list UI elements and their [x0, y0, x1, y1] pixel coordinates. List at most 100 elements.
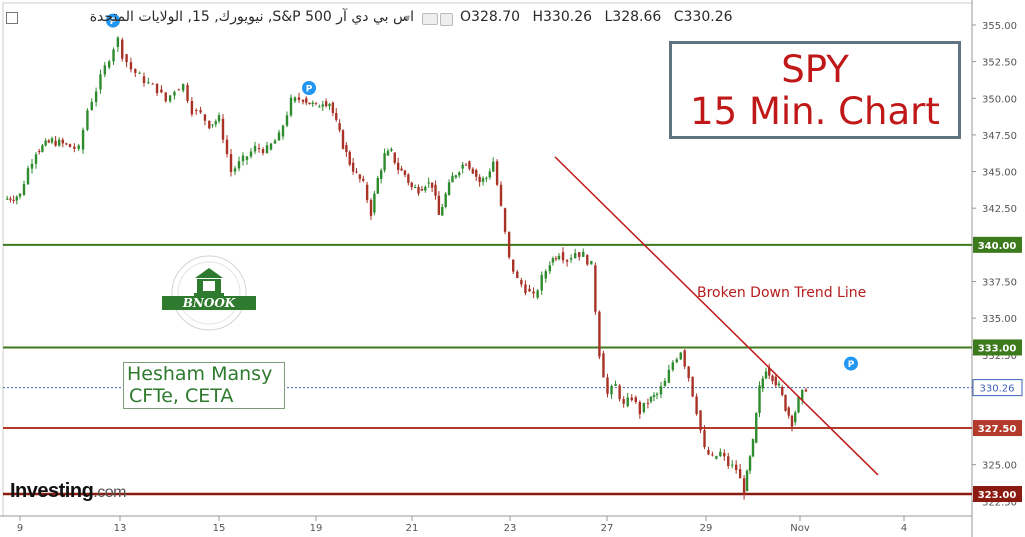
candle-body [734, 464, 738, 471]
candle-body [30, 163, 34, 169]
candle-body [630, 397, 633, 401]
candle-body [221, 118, 225, 140]
y-tick-label: 325.00 [982, 461, 1017, 472]
candle-body [679, 352, 682, 360]
candle-body [520, 280, 523, 285]
candle-body [186, 85, 189, 101]
candle-body [305, 98, 308, 103]
menu-icon[interactable] [6, 12, 18, 24]
candle-body [77, 145, 80, 149]
candle-body [379, 170, 383, 179]
candle-body [138, 72, 141, 74]
low-value: L328.66 [604, 9, 662, 25]
candle-body [173, 91, 176, 96]
candle-body [285, 115, 289, 126]
candle-body [73, 146, 76, 149]
candle-body [475, 170, 478, 177]
candle-body [190, 100, 194, 115]
candle-body [348, 151, 351, 165]
candle-body [155, 83, 159, 94]
spy-ticker: SPY [781, 48, 849, 91]
candle-body [683, 350, 686, 367]
level-price-label: 333.00 [978, 343, 1017, 354]
candle-body [646, 402, 650, 404]
candle-body [444, 193, 447, 207]
candle-body [715, 456, 718, 459]
pivot-marker [106, 13, 120, 28]
eye-icon[interactable] [422, 13, 438, 25]
candle-body [147, 82, 150, 84]
trendline-annotation: Broken Down Trend Line [697, 285, 867, 301]
candle-body [610, 385, 613, 395]
candle-body [121, 39, 124, 59]
candle-body [586, 255, 589, 265]
x-tick-label: 13 [114, 523, 127, 534]
candle-body [614, 384, 617, 386]
candle-body [777, 383, 781, 386]
x-tick-label: 29 [700, 523, 713, 534]
candle-body [447, 182, 451, 196]
y-tick-label: 347.50 [982, 131, 1017, 142]
candle-body [293, 97, 297, 102]
x-tick-label: 23 [504, 523, 517, 534]
candle-body [516, 271, 519, 279]
level-price-tag [973, 420, 1022, 437]
chevron-down-icon[interactable]: ▼ [403, 13, 412, 23]
candle-body [34, 154, 38, 164]
candle-body [18, 193, 22, 197]
candle-body [142, 76, 146, 83]
candle-body [441, 206, 444, 216]
x-tick-label: 9 [17, 523, 23, 534]
candle-body [335, 112, 338, 120]
candle-body [691, 376, 694, 397]
instrument-title[interactable]: اس بي دي آر S&P 500, نيويورك, 15, الولاي… [89, 9, 414, 25]
down-trendline [554, 156, 879, 476]
candle-body [164, 92, 167, 102]
candle-body [536, 290, 539, 298]
candle-body [58, 139, 61, 146]
pivot-marker-label: P [306, 85, 313, 95]
candle-body [125, 54, 128, 63]
candle-body [297, 97, 301, 100]
candle-body [781, 387, 784, 395]
candle-body [26, 168, 30, 185]
candle-body [318, 106, 321, 108]
candle-body [430, 182, 434, 188]
candle-body [301, 99, 305, 102]
candle-body [742, 478, 746, 495]
candle-body [86, 110, 89, 130]
pivot-marker-label: P [848, 360, 855, 370]
candle-body [365, 184, 369, 201]
x-tick-label: 4 [901, 523, 907, 534]
candle-body [351, 162, 355, 172]
candle-body [393, 152, 396, 163]
candle-body [606, 377, 609, 394]
candle-body [727, 456, 730, 466]
candle-body [540, 274, 543, 291]
candle-body [751, 439, 755, 457]
candle-body [237, 161, 241, 169]
candle-body [492, 161, 495, 172]
bank-icon [194, 268, 224, 296]
candle-body [723, 452, 726, 457]
candle-body [249, 151, 253, 157]
gear-icon[interactable] [440, 13, 453, 26]
candle-body [358, 174, 362, 179]
candle-body [652, 394, 656, 397]
candle-body [420, 189, 424, 191]
level-price-tag [973, 486, 1022, 503]
candle-body [485, 177, 488, 179]
candle-body [488, 171, 492, 178]
candle-body [94, 91, 98, 103]
candle-body [554, 258, 558, 260]
candle-body [160, 89, 163, 93]
candle-body [528, 288, 531, 292]
candle-body [289, 97, 293, 116]
candle-body [376, 177, 379, 194]
candle-body [314, 102, 318, 104]
candle-body [638, 401, 642, 415]
level-price-tag [973, 236, 1022, 253]
candle-body [503, 208, 507, 232]
candle-body [745, 470, 749, 492]
pivot-marker [844, 356, 858, 371]
